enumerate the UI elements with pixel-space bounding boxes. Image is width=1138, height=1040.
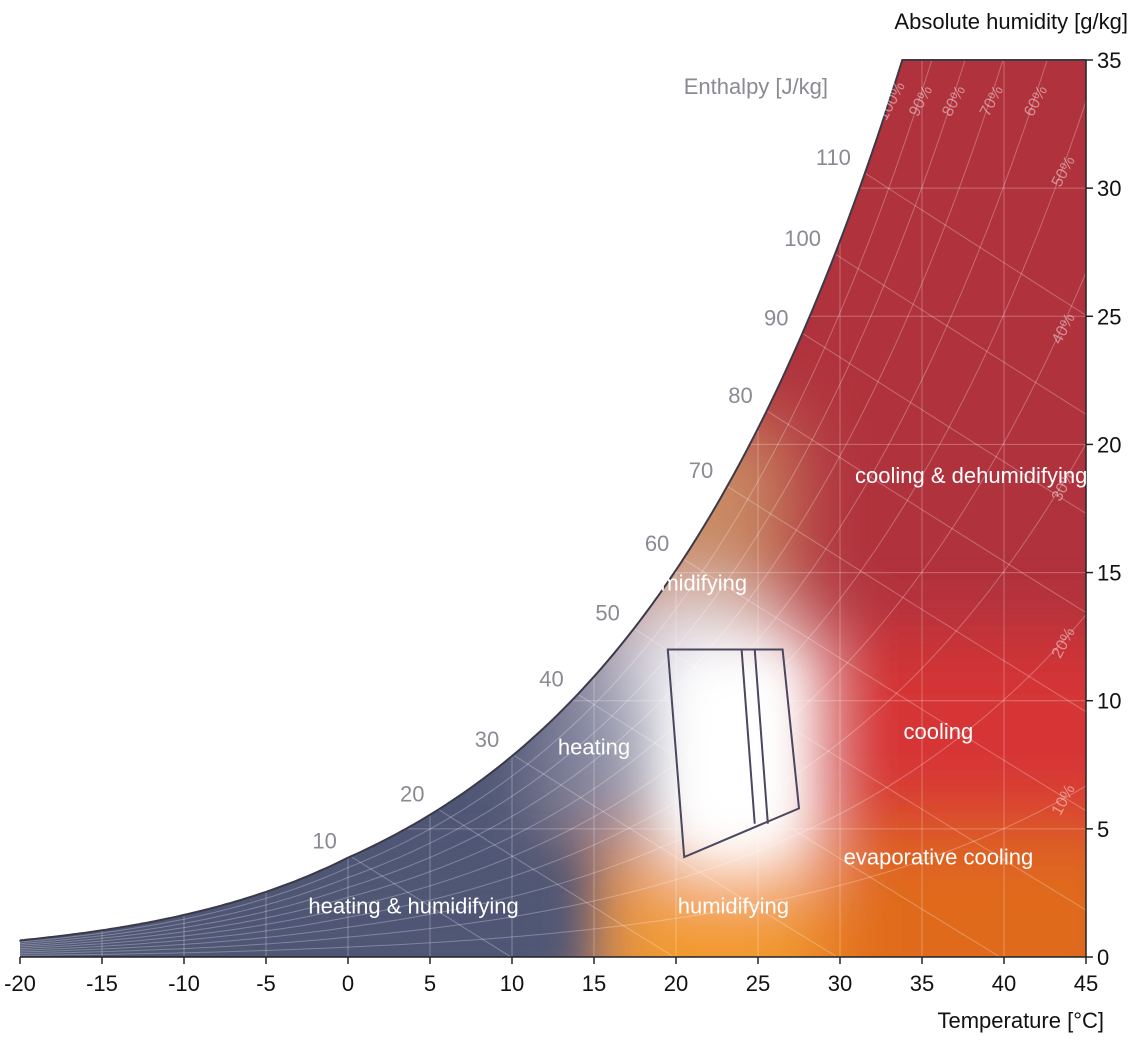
saturation-curve [19,59,1086,942]
x-tick-label: 25 [746,971,770,996]
region-blob-5 [594,841,824,957]
region-label: evaporative cooling [844,845,1034,870]
y-tick-label: 10 [1097,689,1121,714]
y-tick-label: 0 [1097,945,1109,970]
region-label: humidifying [678,893,789,918]
x-tick-label: 20 [664,971,688,996]
y-tick-label: 25 [1097,304,1121,329]
comfort-glow [676,662,791,842]
grid-rh-curve [20,443,1086,953]
region-core-heat-hum [20,854,578,957]
enthalpy-tick-label: 40 [539,666,563,691]
x-tick-label: -20 [4,971,36,996]
enthalpy-tick-label: 70 [689,458,713,483]
grid-rh-curve [20,614,1086,955]
axes: -20 -15 -10 -5 0 5 10 15 20 25 30 35 40 4505101520253… [4,9,1128,1033]
x-tick-label: -5 [256,971,276,996]
x-tick-label: 15 [582,971,606,996]
x-tick-label: 45 [1074,971,1098,996]
enthalpy-tick-label: 90 [764,305,788,330]
y-tick-label: 15 [1097,561,1121,586]
region-label: heating [558,735,630,760]
grid-rh-curve [20,101,1086,950]
enthalpy-tick-label: 110 [816,145,851,170]
y-axis-title: Absolute humidity [g/kg] [894,9,1128,34]
y-tick-label: 20 [1097,432,1121,457]
region-blob-3 [758,636,1086,855]
x-tick-label: 0 [342,971,354,996]
comfort-zone-outline [666,648,801,859]
x-tick-label: 5 [424,971,436,996]
y-tick-label: 30 [1097,176,1121,201]
region-blob-4 [799,828,1086,957]
region-label: cooling [904,719,974,744]
x-tick-label: 40 [992,971,1016,996]
grid-rh-curve [20,785,1086,956]
x-tick-label: -10 [168,971,200,996]
enthalpy-tick-label: 30 [475,727,499,752]
comfort-zone-inner-line [753,649,769,824]
grid-rh-curve [20,60,1071,948]
grid-enthalpy-line [691,60,1086,957]
enthalpy-tick-label: 80 [728,383,752,408]
x-tick-label: 10 [500,971,524,996]
y-tick-label: 35 [1097,48,1121,73]
x-tick-label: 30 [828,971,852,996]
enthalpy-tick-label: 10 [312,828,336,853]
grid-rh-curve [20,60,956,943]
grid-rh-curve [20,60,1021,946]
x-tick-label: 35 [910,971,934,996]
comfort-zone-inner-line [740,649,756,824]
enthalpy-axis-title: Enthalpy [J/kg] [684,74,828,99]
enthalpy-tick-label: 20 [400,782,424,807]
grid-rh-curve [20,60,989,945]
region-label: heating & humidifying [308,893,518,918]
region-color-field [20,60,1086,957]
comfort-zone [666,648,801,859]
enthalpy-tick-label: 50 [595,601,619,626]
enthalpy-tick-label: 100 [784,226,821,251]
x-tick-label: -15 [86,971,118,996]
region-label: dehumidifying [611,571,747,596]
x-axis-title: Temperature [°C] [937,1008,1104,1033]
enthalpy-tick-label: 60 [645,531,669,556]
region-label: cooling & dehumidifying [855,463,1087,488]
y-tick-label: 5 [1097,817,1109,842]
grid-rh-curve [20,272,1086,951]
